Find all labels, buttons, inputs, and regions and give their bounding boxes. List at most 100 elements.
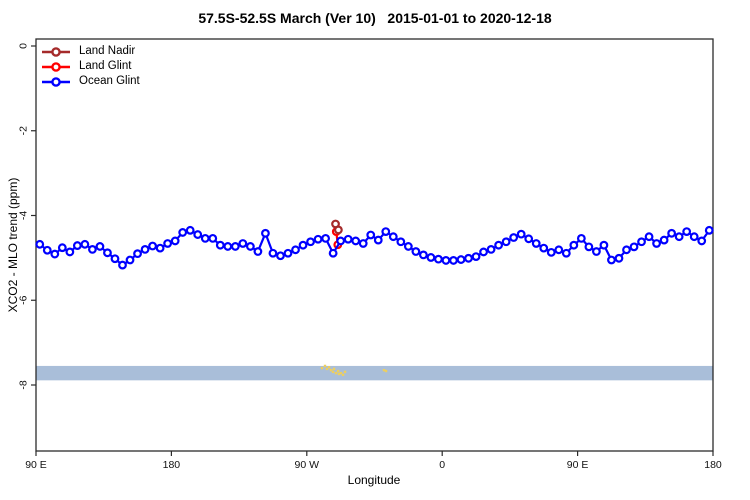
ocean-glint-marker: [343, 234, 353, 244]
ocean-glint-marker: [118, 260, 127, 270]
x-tick-label: 180: [163, 459, 181, 471]
ocean-glint-marker: [622, 245, 631, 255]
ocean-glint-marker: [576, 233, 586, 243]
ocean-glint-marker: [193, 230, 203, 239]
ocean-band: [36, 365, 713, 381]
ocean-glint-marker: [388, 232, 398, 242]
ocean-glint-marker: [88, 244, 97, 254]
y-axis-label: XCO2 - MLO trend (ppm): [6, 177, 20, 313]
ocean-glint-marker: [321, 233, 331, 243]
plot-box: [35, 38, 714, 452]
ocean-glint-marker: [674, 232, 684, 242]
land-map-point: [343, 370, 347, 374]
ocean-glint-marker: [42, 245, 52, 255]
ocean-glint-marker: [652, 239, 661, 248]
ocean-glint-marker: [667, 228, 677, 238]
ocean-glint-marker: [471, 252, 481, 262]
y-tick-label: -8: [18, 380, 30, 389]
legend-item-label: Ocean Glint: [79, 75, 140, 87]
land-map-point: [337, 372, 341, 376]
ocean-glint-marker: [35, 239, 45, 249]
land-map-point: [325, 367, 329, 371]
ocean-glint-marker: [140, 244, 150, 254]
ocean-glint-marker: [411, 247, 421, 256]
land-map-point: [341, 373, 345, 377]
ocean-glint-marker: [569, 240, 579, 250]
land-map-point: [320, 366, 324, 370]
ocean-glint-marker: [306, 237, 315, 247]
ocean-glint-marker: [464, 253, 473, 263]
ocean-glint-marker: [381, 227, 391, 237]
ocean-glint-marker: [200, 233, 210, 243]
legend-item-ocean-glint: Ocean Glint: [40, 74, 140, 89]
ocean-glint-marker: [261, 228, 270, 238]
ocean-glint-marker: [682, 227, 692, 237]
land-map-point: [327, 366, 331, 369]
ocean-glint-marker: [215, 240, 225, 250]
legend-marker-ocean-glint-icon: [42, 76, 70, 87]
ocean-glint-marker: [245, 242, 255, 251]
ocean-glint-marker: [592, 247, 601, 256]
x-tick-label: 90 E: [25, 459, 47, 471]
land-map-point: [332, 367, 336, 371]
ocean-glint-marker: [449, 256, 458, 265]
x-tick-label: 90 W: [295, 459, 320, 471]
land-map-point: [384, 369, 388, 373]
ocean-glint-marker: [291, 245, 300, 255]
ocean-glint-marker: [629, 242, 639, 252]
ocean-glint-marker: [418, 250, 428, 260]
ocean-glint-marker: [539, 243, 549, 253]
legend-marker-land-nadir-icon: [42, 46, 70, 57]
ocean-glint-marker: [283, 248, 293, 258]
ocean-glint-marker: [313, 234, 323, 244]
ocean-glint-marker: [328, 248, 338, 258]
y-tick-label: -6: [18, 295, 30, 304]
ocean-glint-marker: [614, 253, 624, 263]
legend-item-label: Land Glint: [79, 60, 132, 72]
legend: Land Nadir Land Glint Ocean Glint: [40, 44, 140, 89]
ocean-glint-marker: [494, 240, 504, 250]
ocean-glint-marker: [57, 243, 67, 253]
ocean-glint-marker: [163, 239, 173, 248]
ocean-glint-marker: [208, 233, 218, 243]
x-axis-label: Longitude: [347, 473, 401, 487]
ocean-glint-marker: [546, 247, 556, 257]
ocean-glint-marker: [554, 245, 564, 255]
x-tick-label: 180: [704, 459, 722, 471]
land-map-point: [323, 364, 327, 368]
ocean-glint-marker: [72, 241, 82, 250]
ocean-glint-marker: [561, 248, 571, 258]
land-map-point: [336, 369, 340, 373]
ocean-glint-marker: [434, 254, 443, 264]
ocean-glint-marker: [366, 230, 376, 240]
ocean-glint-marker: [524, 234, 534, 244]
ocean-glint-marker: [230, 242, 240, 251]
ocean-glint-marker: [253, 247, 263, 256]
ocean-glint-marker: [268, 248, 278, 258]
ocean-glint-marker: [148, 241, 157, 251]
y-tick-label: -2: [18, 126, 30, 135]
ocean-glint-marker: [223, 242, 233, 251]
ocean-glint-marker: [336, 236, 346, 246]
ocean-glint-marker: [103, 248, 112, 258]
ocean-glint-marker: [170, 236, 180, 246]
ocean-glint-marker: [501, 237, 511, 247]
ocean-glint-marker: [298, 240, 308, 250]
legend-item-label: Land Nadir: [79, 45, 136, 57]
ocean-glint-marker: [531, 239, 541, 248]
ocean-glint-marker: [276, 251, 285, 261]
land-nadir-marker: [333, 225, 343, 235]
land-map-point: [382, 368, 386, 372]
ocean-glint-marker: [95, 242, 105, 251]
ocean-glint-marker: [125, 255, 135, 265]
ocean-glint-marker: [426, 253, 436, 262]
ocean-glint-marker: [358, 239, 368, 248]
ocean-glint-marker: [689, 232, 699, 242]
y-tick-label: 0: [18, 43, 30, 49]
x-tick-label: 0: [439, 459, 445, 471]
ocean-glint-marker: [178, 228, 188, 237]
y-tick-label: -4: [18, 211, 30, 220]
ocean-glint-marker: [509, 233, 519, 242]
ocean-glint-marker: [479, 247, 488, 257]
